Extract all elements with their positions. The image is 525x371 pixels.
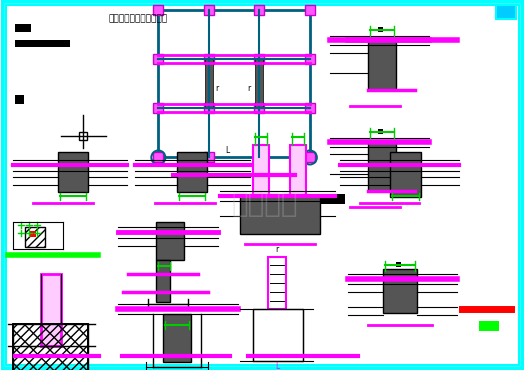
Text: r: r [275, 245, 279, 254]
Bar [156, 222, 184, 260]
Bar [368, 40, 395, 90]
Bar [253, 145, 269, 196]
Bar [255, 59, 263, 108]
Bar [253, 309, 303, 361]
Text: 土木在线: 土木在线 [232, 190, 298, 218]
Bar [177, 152, 207, 192]
Bar [41, 274, 61, 346]
Bar [377, 27, 383, 32]
Bar [305, 152, 315, 162]
Bar [25, 227, 45, 247]
Bar [254, 55, 264, 64]
Bar [390, 152, 422, 197]
Bar [13, 324, 88, 371]
Bar [153, 103, 163, 113]
Bar [153, 55, 163, 64]
Bar [156, 260, 170, 302]
Bar [13, 324, 88, 371]
Bar [320, 194, 345, 204]
Bar [254, 103, 264, 113]
Bar [496, 5, 516, 19]
Bar [153, 152, 163, 162]
Bar [254, 152, 264, 162]
Bar [395, 262, 401, 267]
Bar [240, 196, 320, 234]
Bar [305, 103, 315, 113]
Bar [15, 40, 70, 47]
Bar [204, 103, 214, 113]
Bar [268, 257, 286, 309]
Bar [368, 141, 395, 191]
Bar [15, 24, 31, 32]
Text: L: L [275, 362, 279, 371]
Bar [205, 59, 213, 108]
Bar [58, 152, 88, 192]
Bar [290, 145, 306, 196]
Text: r: r [247, 84, 250, 93]
Bar [204, 152, 214, 162]
Bar [30, 231, 36, 237]
Bar [15, 95, 24, 104]
Bar [305, 5, 315, 15]
Text: 新增柱梁板表示方法说明: 新增柱梁板表示方法说明 [109, 14, 168, 23]
Bar [377, 129, 383, 134]
Bar [159, 10, 310, 157]
Bar [383, 269, 417, 313]
Bar [204, 55, 214, 64]
Bar [153, 5, 163, 15]
Bar [163, 314, 191, 362]
Bar [479, 321, 499, 331]
Bar [254, 5, 264, 15]
Text: r: r [215, 84, 218, 93]
Text: L: L [225, 146, 229, 155]
Bar [305, 55, 315, 64]
Bar [204, 5, 214, 15]
Bar [79, 132, 87, 139]
